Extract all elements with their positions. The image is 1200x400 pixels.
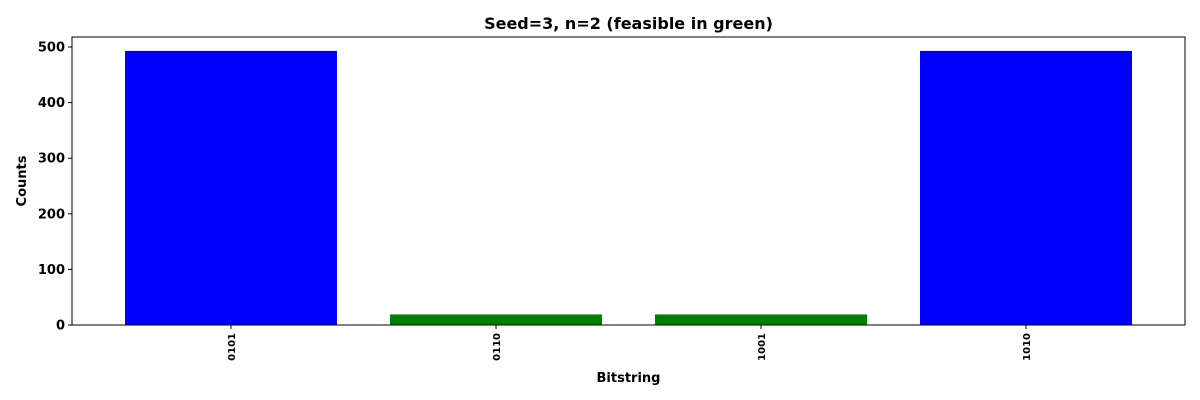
y-tick-label: 500	[38, 41, 65, 56]
x-tick-label: 1010	[1022, 333, 1033, 361]
bar-0101	[125, 50, 337, 326]
y-axis-label: Counts	[15, 155, 30, 206]
bars-group	[125, 50, 1132, 326]
y-tick-label: 200	[38, 207, 65, 222]
chart-title: Seed=3, n=2 (feasible in green)	[484, 14, 773, 33]
y-axis-ticks: 0 100 200 300 400 500	[38, 41, 72, 334]
x-axis-ticks: 0101 0110 1001 1010	[227, 325, 1033, 361]
x-axis-label: Bitstring	[597, 371, 661, 386]
bar-1010	[920, 50, 1132, 326]
y-tick-label: 100	[38, 263, 65, 278]
x-tick-label: 0101	[227, 333, 238, 361]
y-tick-label: 0	[56, 319, 65, 334]
x-tick-label: 1001	[757, 333, 768, 361]
y-tick-label: 400	[38, 96, 65, 111]
y-tick-label: 300	[38, 152, 65, 167]
x-tick-label: 0110	[492, 333, 503, 361]
bar-0110	[390, 314, 602, 325]
axes-frame	[71, 36, 1186, 326]
bar-1001	[655, 314, 867, 325]
